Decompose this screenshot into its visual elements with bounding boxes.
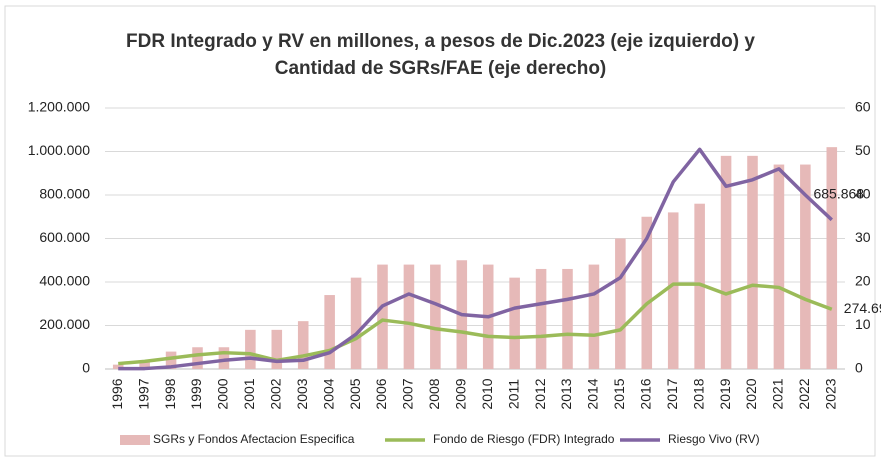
legend-label: Riesgo Vivo (RV) <box>668 432 760 446</box>
legend-label: SGRs y Fondos Afectacion Especifica <box>153 432 355 446</box>
x-tick-label: 2009 <box>452 378 468 409</box>
bar <box>800 164 811 369</box>
line <box>118 282 833 366</box>
bar <box>747 155 758 369</box>
x-tick-label: 2003 <box>294 378 310 409</box>
x-tick-label: 2004 <box>320 378 336 409</box>
x-tick-label: 2006 <box>373 378 389 409</box>
x-tick-label: 2014 <box>585 378 601 409</box>
y-tick-label: 400.000 <box>39 273 90 289</box>
bar <box>694 203 705 369</box>
bar <box>535 268 547 369</box>
data-label: 274.694 <box>844 300 881 316</box>
x-tick-label: 2018 <box>690 378 706 409</box>
y-tick-label: 600.000 <box>39 229 90 245</box>
y2-tick-label: 20 <box>855 273 871 289</box>
bar <box>139 360 150 369</box>
legend-swatch <box>120 435 150 445</box>
bar <box>218 347 230 369</box>
bar <box>271 329 283 369</box>
x-tick-label: 2001 <box>241 378 257 409</box>
bar <box>192 347 203 369</box>
x-tick-label: 2015 <box>611 378 627 409</box>
bar <box>297 321 309 369</box>
bar <box>667 212 679 369</box>
x-tick-label: 2017 <box>664 378 680 409</box>
bar <box>641 216 653 369</box>
x-tick-label: 2020 <box>743 378 759 409</box>
chart-title: FDR Integrado y RV en millones, a pesos … <box>126 31 755 79</box>
x-tick-label: 2013 <box>558 378 574 409</box>
line <box>118 147 833 371</box>
y2-tick-label: 30 <box>855 229 871 245</box>
x-tick-label: 2016 <box>637 378 653 409</box>
x-tick-label: 2010 <box>479 378 495 409</box>
x-tick-label: 1998 <box>162 378 178 409</box>
bar <box>562 268 573 369</box>
y2-tick-label: 0 <box>855 360 863 376</box>
bar <box>773 164 785 369</box>
y-tick-label: 200.000 <box>39 316 90 332</box>
data-label: 685.868 <box>813 186 864 202</box>
x-tick-label: 2000 <box>215 378 231 409</box>
x-tick-label: 2022 <box>796 378 812 409</box>
bar <box>165 351 177 369</box>
x-tick-label: 1997 <box>135 378 151 409</box>
bar <box>615 238 626 369</box>
x-tick-label: 1996 <box>109 378 125 409</box>
x-tick-label: 2023 <box>822 378 838 409</box>
bar <box>377 264 388 369</box>
bar <box>324 295 335 369</box>
y-tick-label: 0 <box>82 360 90 376</box>
x-tick-label: 2012 <box>532 378 548 409</box>
bar <box>245 329 256 369</box>
legend-label: Fondo de Riesgo (FDR) Integrado <box>433 432 615 446</box>
x-tick-label: 2011 <box>505 379 521 409</box>
y2-tick-label: 40 <box>855 186 871 202</box>
x-tick-label: 2007 <box>400 378 416 409</box>
bar <box>509 277 520 369</box>
x-tick-label: 2002 <box>267 378 283 409</box>
bar <box>350 277 362 369</box>
y-tick-label: 1.000.000 <box>28 142 90 158</box>
y-tick-label: 800.000 <box>39 186 90 202</box>
x-tick-label: 2019 <box>717 378 733 409</box>
bar <box>826 147 838 369</box>
x-tick-label: 2008 <box>426 378 442 409</box>
bar <box>403 264 415 369</box>
y2-tick-label: 10 <box>855 316 871 332</box>
bar <box>720 155 732 369</box>
bar <box>430 264 441 369</box>
x-tick-label: 2021 <box>770 378 786 409</box>
y-tick-label: 1.200.000 <box>28 99 90 115</box>
y2-tick-label: 50 <box>855 142 871 158</box>
bar <box>588 264 600 369</box>
x-tick-label: 1999 <box>188 378 204 409</box>
y2-tick-label: 60 <box>855 99 871 115</box>
x-tick-label: 2005 <box>347 378 363 409</box>
